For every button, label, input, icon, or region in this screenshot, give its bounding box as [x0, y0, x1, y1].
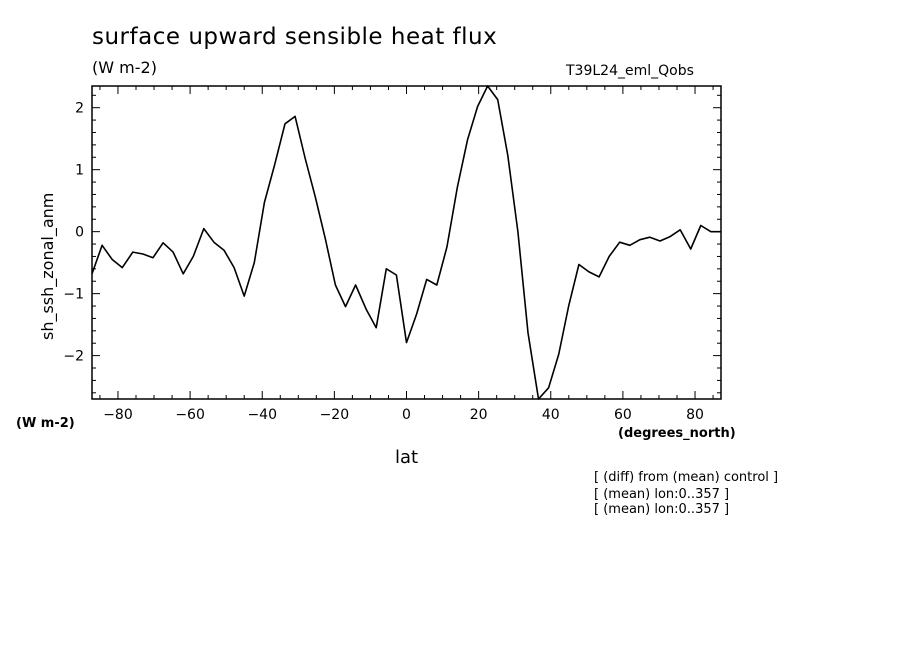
run-label: T39L24_eml_Qobs [566, 63, 694, 79]
chart-title: surface upward sensible heat flux [92, 24, 498, 50]
y-tick-label: 2 [75, 101, 84, 117]
note-mean-lon-1: [ (mean) lon:0..357 ] [594, 487, 730, 502]
axis-ticks [92, 86, 721, 399]
x-tick-label: −20 [320, 407, 350, 423]
y-tick-label: 1 [75, 163, 84, 179]
x-tick-label: −40 [247, 407, 277, 423]
y-tick-label: −1 [63, 287, 84, 303]
tick-labels: −80 −60 −40 −20 0 20 40 60 80 −2 −1 0 1 2 [63, 101, 704, 423]
x-tick-label: −80 [103, 407, 133, 423]
x-tick-label: 0 [402, 407, 411, 423]
x-tick-label: 20 [470, 407, 488, 423]
units-label: (W m-2) [92, 58, 157, 77]
x-axis-label: lat [395, 447, 419, 468]
x-units-label: (degrees_north) [618, 426, 736, 441]
x-tick-label: 60 [614, 407, 632, 423]
plot-frame [91, 85, 722, 400]
x-tick-label: −60 [175, 407, 205, 423]
y-units-label: (W m-2) [16, 416, 75, 431]
x-tick-label: 80 [686, 407, 704, 423]
note-mean-lon-2: [ (mean) lon:0..357 ] [594, 502, 730, 517]
x-tick-label: 40 [542, 407, 560, 423]
y-tick-label: 0 [75, 225, 84, 241]
note-diff: [ (diff) from (mean) control ] [594, 470, 779, 485]
series-line [91, 85, 721, 400]
y-tick-label: −2 [63, 349, 84, 365]
